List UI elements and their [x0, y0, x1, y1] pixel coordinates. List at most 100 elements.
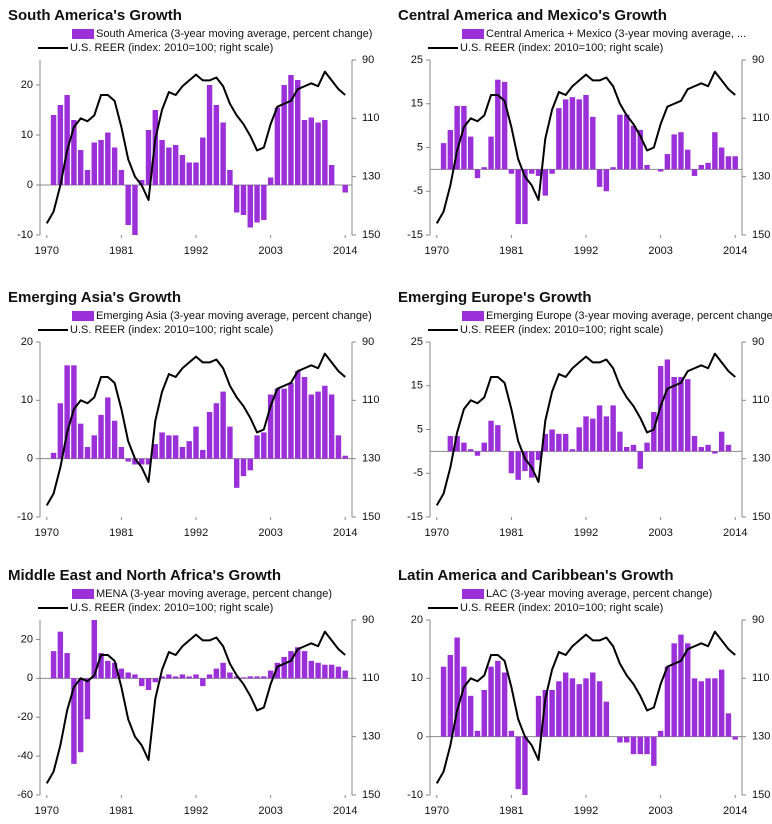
- y2-tick-label: 130: [752, 171, 770, 183]
- bar: [206, 674, 213, 679]
- bar: [718, 431, 725, 452]
- bar: [495, 660, 501, 737]
- y2-tick-label: 110: [362, 394, 380, 406]
- y-tick-label: 5: [417, 141, 423, 153]
- y2-tick-label: 90: [752, 54, 764, 66]
- bar: [542, 169, 549, 196]
- bar: [542, 433, 549, 452]
- bar: [617, 736, 623, 743]
- bar: [342, 185, 348, 193]
- legend-label: U.S. REER (index: 2010=100; right scale): [70, 42, 273, 54]
- bar: [712, 451, 718, 454]
- y-tick-label: 10: [21, 129, 33, 141]
- y-tick-label: 0: [27, 179, 33, 191]
- x-tick-label: 2014: [333, 805, 357, 817]
- bar: [488, 136, 494, 170]
- bar: [454, 637, 460, 737]
- bar: [50, 452, 57, 459]
- bar: [461, 666, 467, 737]
- bar: [91, 435, 97, 459]
- y2-tick-label: 150: [362, 229, 380, 241]
- bar: [145, 678, 152, 690]
- bar: [590, 116, 596, 170]
- y-tick-label: 0: [417, 731, 423, 743]
- bar: [718, 669, 725, 737]
- bar: [705, 444, 711, 452]
- bar: [281, 656, 287, 679]
- y-tick-label: -10: [17, 511, 33, 523]
- panel: South America's Growth -10 0 10 20 90 110 130 15…: [8, 7, 380, 257]
- bar: [549, 169, 555, 174]
- bar: [698, 447, 705, 452]
- bar: [501, 672, 508, 737]
- bar: [213, 105, 220, 185]
- bar: [671, 377, 677, 452]
- bar: [206, 85, 213, 185]
- bar: [308, 394, 315, 459]
- chart-title: Emerging Europe's Growth: [398, 289, 592, 306]
- bar: [152, 444, 159, 459]
- x-tick-label: 1970: [35, 527, 59, 539]
- bar: [556, 681, 562, 737]
- bar: [322, 120, 328, 185]
- bar: [57, 105, 64, 185]
- y2-tick-label: 150: [362, 511, 380, 523]
- bar: [556, 433, 562, 452]
- bar: [193, 674, 199, 679]
- bar: [685, 379, 691, 452]
- x-tick-label: 1981: [499, 527, 523, 539]
- x-tick-label: 2003: [258, 245, 282, 257]
- bar: [515, 736, 521, 790]
- line: [45, 70, 346, 224]
- bar: [454, 436, 460, 452]
- bar: [328, 165, 335, 185]
- bar: [610, 405, 616, 452]
- x-tick-label: 1992: [184, 805, 208, 817]
- bar: [617, 431, 623, 452]
- bar: [481, 690, 487, 737]
- y2-tick-label: 90: [362, 336, 374, 348]
- bar: [315, 662, 321, 679]
- bar: [98, 653, 104, 679]
- x-tick-label: 1981: [109, 245, 133, 257]
- legend-swatch: [462, 589, 484, 599]
- bar: [132, 185, 138, 235]
- bar: [240, 458, 247, 477]
- bar: [64, 95, 70, 185]
- bar: [501, 81, 508, 170]
- x-tick-label: 1970: [425, 245, 449, 257]
- bar: [152, 678, 159, 683]
- bar: [98, 414, 104, 459]
- bar: [637, 451, 643, 469]
- bar: [274, 107, 281, 185]
- y-tick-label: 10: [21, 394, 33, 406]
- bar: [186, 676, 192, 679]
- bar: [508, 730, 515, 737]
- bar: [488, 666, 494, 737]
- bar: [725, 713, 732, 737]
- bar: [71, 678, 77, 764]
- bar: [569, 678, 576, 737]
- bar: [179, 155, 186, 185]
- legend-label: Emerging Asia (3-year moving average, pe…: [96, 310, 372, 322]
- y-tick-label: 25: [411, 336, 423, 348]
- bar: [535, 451, 542, 461]
- legend-label: U.S. REER (index: 2010=100; right scale): [460, 42, 663, 54]
- bar: [603, 169, 610, 192]
- bar: [556, 108, 562, 170]
- x-tick-label: 2014: [723, 805, 747, 817]
- bar: [84, 170, 91, 185]
- bar: [50, 651, 57, 679]
- bar: [447, 130, 454, 170]
- bar: [583, 95, 589, 170]
- bar: [240, 185, 247, 215]
- bar: [549, 429, 555, 452]
- legend-label: U.S. REER (index: 2010=100; right scale): [70, 602, 273, 614]
- y-tick-label: 0: [27, 453, 33, 465]
- bar: [569, 449, 576, 452]
- bar: [515, 169, 521, 225]
- bar: [288, 651, 294, 679]
- chart-title: Emerging Asia's Growth: [8, 289, 181, 306]
- y-tick-label: -10: [407, 789, 423, 801]
- bar: [610, 167, 616, 170]
